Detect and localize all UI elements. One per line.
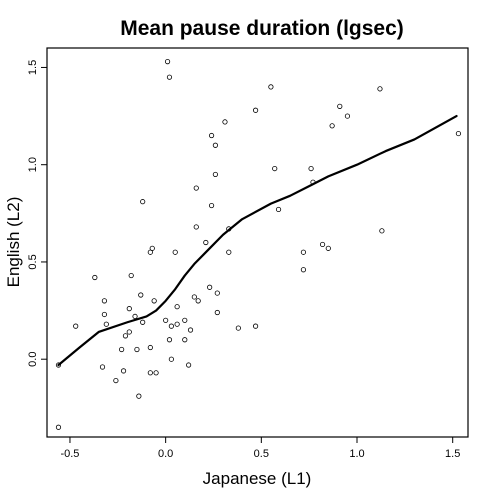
data-point bbox=[252, 323, 259, 329]
data-point bbox=[166, 337, 173, 343]
x-axis-label: Japanese (L1) bbox=[203, 469, 312, 488]
y-tick-label: 0.5 bbox=[27, 254, 39, 269]
data-point bbox=[103, 321, 109, 327]
data-point bbox=[99, 364, 106, 370]
x-tick-label: 0.5 bbox=[254, 448, 269, 460]
plot-frame bbox=[46, 47, 469, 438]
data-point bbox=[174, 304, 180, 310]
data-point bbox=[55, 424, 62, 430]
data-point bbox=[208, 202, 215, 209]
data-point bbox=[128, 272, 134, 279]
data-point bbox=[212, 142, 218, 148]
y-tick-label: 1.5 bbox=[27, 60, 39, 75]
data-point bbox=[186, 362, 192, 368]
data-point bbox=[208, 132, 215, 139]
data-point bbox=[193, 185, 199, 191]
data-point bbox=[172, 249, 178, 255]
data-point bbox=[195, 298, 201, 304]
data-point bbox=[214, 290, 220, 296]
data-point bbox=[275, 206, 282, 213]
data-point bbox=[252, 107, 259, 113]
x-tick-label: -0.5 bbox=[60, 448, 79, 460]
data-point bbox=[73, 323, 79, 329]
data-point bbox=[455, 130, 462, 137]
data-point bbox=[122, 333, 129, 339]
data-point bbox=[325, 245, 331, 251]
data-point bbox=[151, 298, 157, 304]
data-point bbox=[203, 239, 209, 246]
data-point bbox=[164, 59, 171, 65]
data-point bbox=[166, 74, 173, 80]
data-point bbox=[182, 337, 188, 343]
data-point bbox=[226, 249, 232, 255]
x-tick-label: 1.0 bbox=[349, 448, 364, 460]
data-point bbox=[101, 298, 108, 304]
data-point bbox=[272, 165, 278, 172]
data-point bbox=[101, 311, 108, 318]
data-point bbox=[136, 393, 142, 399]
data-points bbox=[55, 59, 462, 430]
data-point bbox=[138, 292, 144, 298]
data-point bbox=[191, 294, 197, 300]
data-point bbox=[134, 346, 140, 353]
data-point bbox=[182, 317, 188, 323]
y-tick-label: 1.0 bbox=[27, 157, 39, 172]
data-point bbox=[153, 370, 159, 376]
data-point bbox=[235, 325, 241, 331]
data-point bbox=[126, 329, 132, 335]
y-axis: 0.0 0.5 1.0 1.5 bbox=[27, 60, 47, 367]
data-point bbox=[126, 306, 132, 312]
y-tick-label: 0.0 bbox=[27, 352, 39, 367]
data-point bbox=[147, 370, 153, 376]
data-point bbox=[337, 103, 343, 109]
data-point bbox=[140, 199, 146, 205]
chart-title: Mean pause duration (lgsec) bbox=[120, 17, 404, 40]
data-point bbox=[300, 267, 307, 273]
data-point bbox=[140, 319, 146, 325]
data-point bbox=[120, 368, 127, 374]
data-point bbox=[193, 224, 199, 230]
data-point bbox=[214, 309, 220, 316]
data-point bbox=[55, 362, 62, 368]
data-point bbox=[147, 344, 153, 351]
data-point bbox=[268, 84, 274, 90]
data-point bbox=[300, 249, 307, 255]
data-point bbox=[329, 123, 335, 129]
trend-line bbox=[57, 114, 458, 367]
data-point bbox=[319, 241, 326, 248]
data-point bbox=[168, 323, 174, 329]
data-point bbox=[187, 327, 194, 333]
data-point bbox=[212, 171, 218, 178]
data-point bbox=[377, 86, 383, 92]
data-point bbox=[207, 284, 213, 290]
data-point bbox=[119, 346, 125, 353]
data-point bbox=[168, 356, 174, 362]
x-tick-label: 0.0 bbox=[158, 448, 173, 460]
data-point bbox=[222, 119, 228, 125]
data-point bbox=[379, 228, 385, 234]
x-axis: -0.5 0.0 0.5 1.0 1.5 bbox=[60, 437, 460, 460]
data-point bbox=[174, 321, 180, 327]
data-point bbox=[163, 317, 169, 323]
smoothed-trend bbox=[57, 114, 458, 367]
data-point bbox=[132, 313, 138, 320]
data-point bbox=[308, 165, 314, 172]
data-point bbox=[344, 113, 351, 119]
x-tick-label: 1.5 bbox=[445, 448, 460, 460]
data-point bbox=[149, 245, 155, 251]
data-point bbox=[113, 377, 119, 384]
y-axis-label: English (L2) bbox=[4, 197, 23, 288]
data-point bbox=[92, 274, 98, 281]
